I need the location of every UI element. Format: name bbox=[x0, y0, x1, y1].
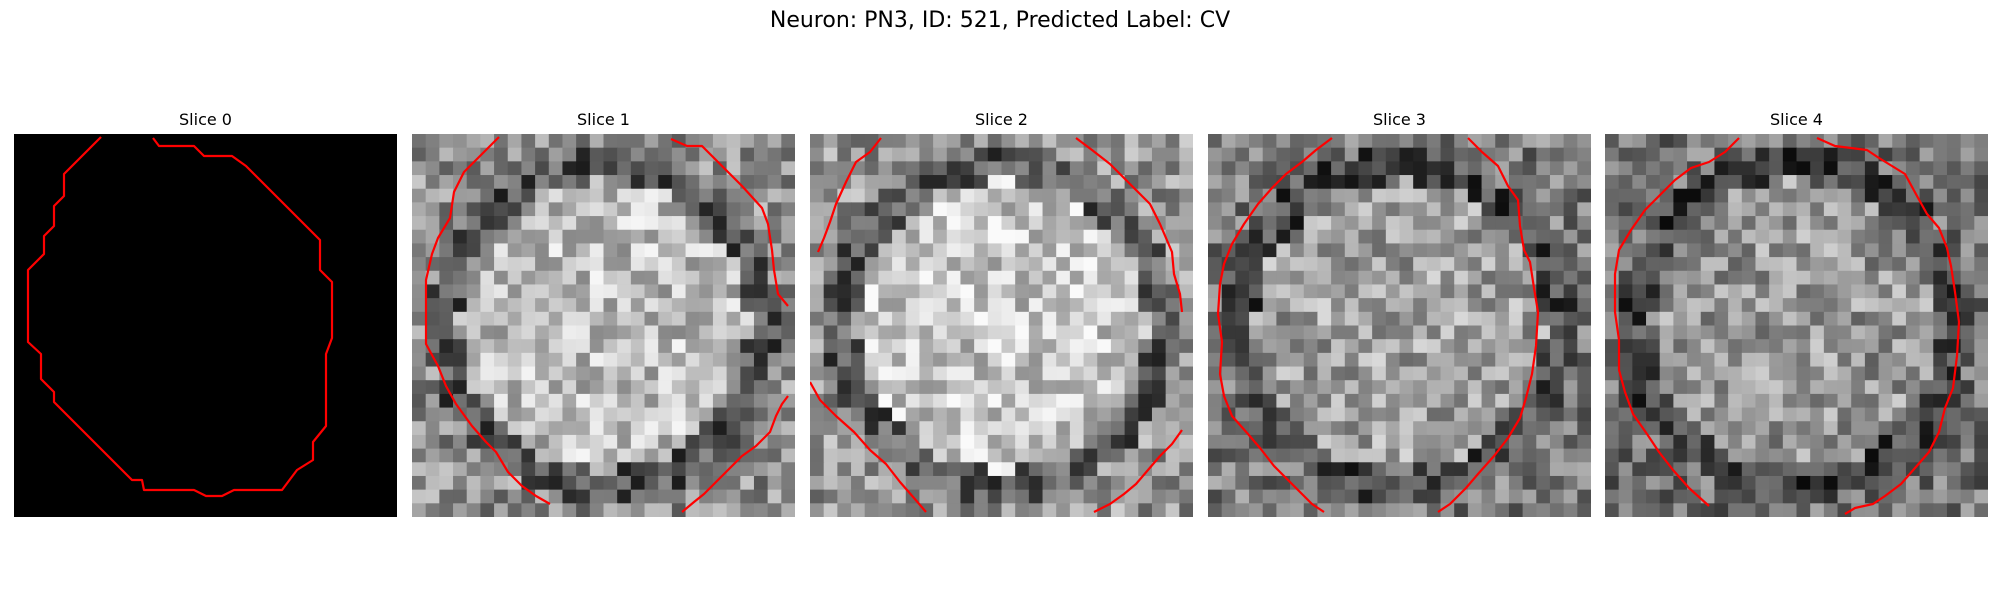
contour-line bbox=[1216, 137, 1333, 513]
slice-title: Slice 3 bbox=[1373, 110, 1426, 129]
contour-line bbox=[670, 137, 789, 307]
slice-image bbox=[14, 134, 397, 517]
slice-image bbox=[810, 134, 1193, 517]
contour-line bbox=[810, 381, 927, 513]
slice-title: Slice 1 bbox=[577, 110, 630, 129]
contour-line bbox=[681, 395, 789, 513]
slice-panel-2: Slice 2 bbox=[810, 110, 1193, 517]
slice-panel-1: Slice 1 bbox=[412, 110, 795, 517]
slice-panel-0: Slice 0 bbox=[14, 110, 397, 517]
slice-title: Slice 4 bbox=[1770, 110, 1823, 129]
slice-title: Slice 0 bbox=[179, 110, 232, 129]
contour-line bbox=[26, 136, 334, 498]
slice-panel-4: Slice 4 bbox=[1605, 110, 1988, 517]
slice-image bbox=[1208, 134, 1591, 517]
slice-image bbox=[412, 134, 795, 517]
contour-line bbox=[1075, 137, 1184, 313]
slice-image bbox=[1605, 134, 1988, 517]
contour-line bbox=[816, 137, 882, 253]
contour-line bbox=[424, 136, 551, 505]
contour-line bbox=[1816, 136, 1961, 515]
contour-line bbox=[1613, 137, 1740, 507]
contour-line bbox=[1437, 137, 1540, 513]
background bbox=[14, 134, 397, 517]
contour-line bbox=[1093, 429, 1183, 513]
figure-title: Neuron: PN3, ID: 521, Predicted Label: C… bbox=[769, 8, 1231, 33]
slice-panel-3: Slice 3 bbox=[1208, 110, 1591, 517]
slice-title: Slice 2 bbox=[975, 110, 1028, 129]
